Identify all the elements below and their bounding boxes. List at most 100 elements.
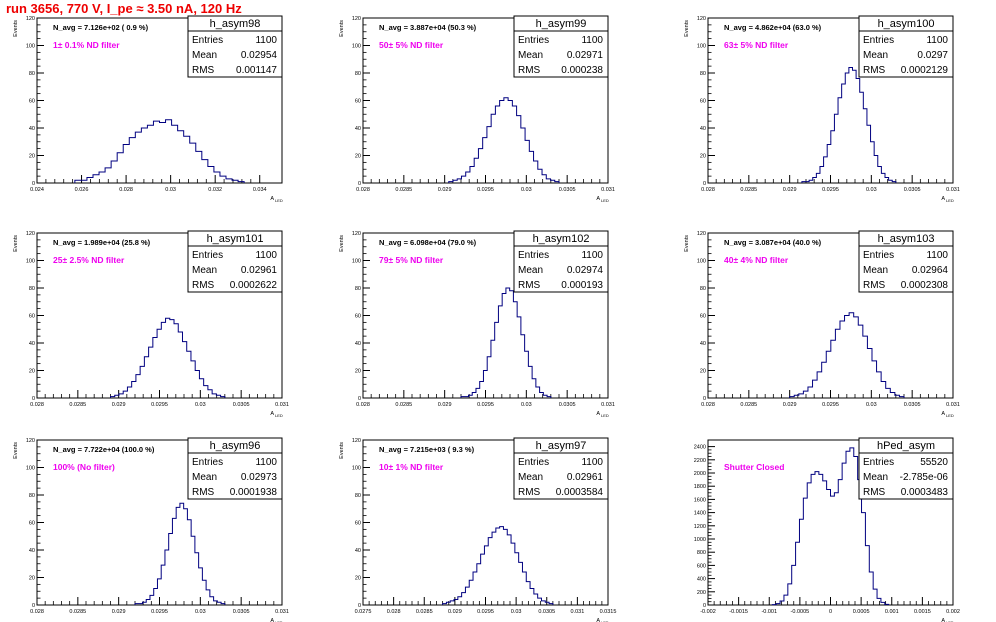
stats-value: 0.0297 [917, 50, 948, 61]
stats-label: Mean [863, 50, 888, 61]
x-tick-label: 0.0295 [477, 609, 494, 615]
y-tick-label: 40 [355, 548, 361, 554]
x-tick-label: 0.03 [195, 609, 206, 615]
x-tick-label: 0.0285 [69, 402, 86, 408]
x-tick-label: 0.0295 [822, 187, 839, 193]
histogram-panel-4: 0 20 40 60 80 100 120 0.028 0.0285 0.029 0.0295 0.0… [13, 230, 289, 418]
y-tick-label: 120 [26, 438, 35, 444]
histogram-title: h_asym98 [210, 18, 261, 30]
x-tick-label: 0.029 [112, 609, 126, 615]
x-axis-label-subscript: LED [601, 413, 609, 418]
stats-value: 1100 [926, 250, 948, 261]
stats-value: 1100 [255, 457, 277, 468]
y-tick-label: 100 [26, 259, 35, 265]
x-tick-label: 0.0285 [395, 187, 412, 193]
y-tick-label: 100 [697, 44, 706, 50]
histogram-line [771, 447, 890, 606]
y-tick-label: 80 [29, 493, 35, 499]
stats-label: Mean [192, 265, 217, 276]
filter-annotation: 1± 0.1% ND filter [53, 40, 120, 50]
filter-annotation: 40± 4% ND filter [724, 255, 789, 265]
x-tick-label: 0.0305 [538, 609, 555, 615]
stats-value: 0.02961 [241, 265, 278, 276]
y-axis-label: Events [13, 442, 19, 459]
x-axis-label: A [270, 411, 274, 417]
stats-value: 0.0003483 [901, 487, 949, 498]
histogram-title: h_asym99 [536, 18, 587, 30]
y-tick-label: 1000 [694, 537, 706, 543]
x-tick-label: 0.028 [119, 187, 133, 193]
stats-label: RMS [518, 65, 541, 76]
y-tick-label: 40 [355, 126, 361, 132]
stats-value: 1100 [255, 35, 277, 46]
filter-annotation: 25± 2.5% ND filter [53, 255, 125, 265]
stats-label: RMS [192, 280, 215, 291]
x-tick-label: 0.03 [521, 402, 532, 408]
y-tick-label: 800 [697, 550, 706, 556]
y-tick-label: 20 [29, 154, 35, 160]
x-tick-label: 0.0295 [151, 609, 168, 615]
page-title: run 3656, 770 V, I_pe ≈ 3.50 nA, 120 Hz [6, 1, 242, 16]
y-tick-label: 80 [700, 286, 706, 292]
stats-label: RMS [863, 280, 886, 291]
stats-value: 1100 [581, 250, 603, 261]
x-tick-label: 0.0305 [233, 402, 250, 408]
x-tick-label: 0.0305 [559, 187, 576, 193]
x-tick-label: -0.0005 [791, 609, 810, 615]
stats-value: -2.785e-06 [900, 472, 949, 483]
x-tick-label: 0.028 [356, 187, 370, 193]
x-tick-label: 0.001 [885, 609, 899, 615]
stats-label: Entries [863, 457, 894, 468]
y-tick-label: 120 [26, 231, 35, 237]
y-tick-label: 120 [26, 16, 35, 22]
stats-value: 0.02961 [567, 472, 604, 483]
stats-label: Entries [518, 250, 549, 261]
y-tick-label: 1800 [694, 484, 706, 490]
x-tick-label: 0.029 [438, 402, 452, 408]
y-tick-label: 2400 [694, 445, 706, 451]
y-tick-label: 0 [703, 181, 706, 187]
y-tick-label: 60 [355, 521, 361, 527]
y-axis-label: Events [13, 235, 19, 252]
filter-annotation: 79± 5% ND filter [379, 255, 444, 265]
histogram-title: h_asym103 [878, 233, 935, 245]
y-tick-label: 60 [29, 521, 35, 527]
y-tick-label: 1200 [694, 524, 706, 530]
stats-label: Entries [863, 250, 894, 261]
x-tick-label: 0.029 [448, 609, 462, 615]
stats-label: RMS [863, 487, 886, 498]
x-axis-label: A [596, 411, 600, 417]
x-tick-label: -0.001 [761, 609, 777, 615]
y-tick-label: 40 [700, 126, 706, 132]
x-tick-label: 0.029 [783, 402, 797, 408]
y-tick-label: 80 [355, 71, 361, 77]
histogram-line [460, 287, 552, 398]
histogram-panel-7: 0 20 40 60 80 100 120 0.028 0.0285 0.029 0.0295 0.0… [13, 437, 289, 622]
stats-box [187, 30, 283, 78]
filter-annotation: 63± 5% ND filter [724, 40, 789, 50]
y-tick-label: 40 [29, 126, 35, 132]
stats-label: Entries [192, 35, 223, 46]
x-axis-label: A [596, 618, 600, 622]
y-tick-label: 120 [697, 231, 706, 237]
filter-annotation: 50± 5% ND filter [379, 40, 444, 50]
y-tick-label: 0 [703, 396, 706, 402]
x-tick-label: 0.031 [601, 187, 615, 193]
stats-value: 0.0002129 [901, 65, 949, 76]
y-tick-label: 40 [355, 341, 361, 347]
y-tick-label: 0 [32, 396, 35, 402]
histogram-panel-8: 0 20 40 60 80 100 120 0.0275 0.028 0.0285 0.029 0.0… [339, 437, 616, 622]
x-tick-label: 0.0285 [69, 609, 86, 615]
y-tick-label: 20 [355, 369, 361, 375]
y-tick-label: 0 [358, 396, 361, 402]
x-tick-label: 0.0305 [904, 402, 921, 408]
y-axis-label: Events [339, 235, 345, 252]
stats-box [858, 245, 954, 293]
x-tick-label: 0.002 [946, 609, 960, 615]
stats-value: 0.02964 [912, 265, 949, 276]
stats-label: Mean [863, 472, 888, 483]
y-tick-label: 100 [352, 44, 361, 50]
stats-value: 0.0003584 [556, 487, 604, 498]
stats-label: RMS [192, 487, 215, 498]
y-tick-label: 20 [29, 369, 35, 375]
